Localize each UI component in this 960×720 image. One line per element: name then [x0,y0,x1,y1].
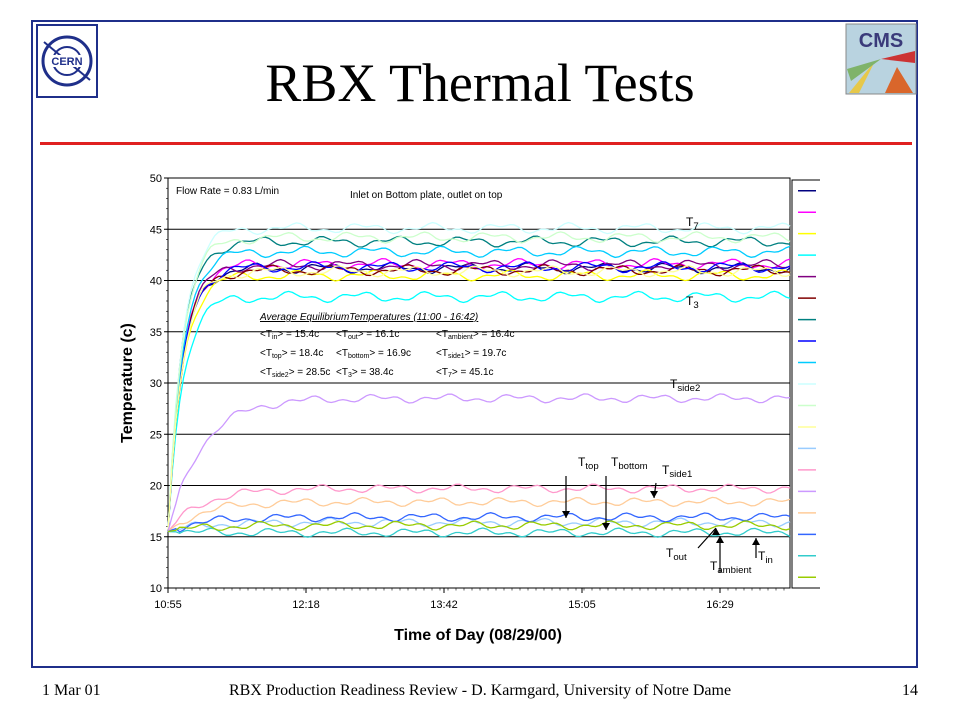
arrow-ambient-head [716,536,724,543]
series-line-Top [167,496,791,533]
series-line-T_3 [167,290,791,532]
arrow-bottom-head [602,523,610,530]
series-line-T_in [167,527,791,538]
arrow-side1-head [650,491,658,498]
annotation-flow-rate: Flow Rate = 0.83 L/min [176,186,279,197]
xtick-label-3: 15:05 [568,599,596,611]
line-label-side1: Tside1 [662,463,692,480]
annotation-avg-title: Average EquilibriumTemperatures (11:00 -… [259,312,478,323]
arrow-out-head [712,528,720,535]
xtick-label-4: 16:29 [706,599,734,611]
series-line-T_11 [167,258,791,532]
cern-logo-text: CERN [51,56,82,68]
ytick-label-35: 35 [150,327,162,339]
footer-date: 1 Mar 01 [42,682,101,699]
avg-table-cell-1-1: <Tbottom> = 16.9c [336,348,411,360]
series-line-T_5 [167,235,791,532]
arrow-in-head [752,538,760,545]
title-divider [40,142,912,145]
avg-table-cell-0-1: <Tout> = 16.1c [336,329,399,341]
avg-table-cell-0-0: <Tin> = 15.4c [260,329,319,341]
slide-title: RBX Thermal Tests [265,53,695,113]
line-label-bottom: Tbottom [611,455,648,472]
xtick-label-2: 13:42 [430,599,458,611]
ytick-label-40: 40 [150,276,162,288]
cms-logo: CMS [845,23,917,95]
x-axis-title: Time of Day (08/29/00) [394,627,562,644]
y-axis-title: Temperature (c) [119,323,136,443]
avg-table-cell-2-1: <T3> = 38.4c [336,367,394,379]
slide-frame [31,20,918,668]
avg-table-cell-1-2: <Tside1> = 19.7c [436,348,506,360]
avg-table-cell-2-2: <T7> = 45.1c [436,367,494,379]
avg-table-cell-2-0: <Tside2> = 28.5c [260,367,330,379]
line-label-7: T7 [686,215,699,232]
avg-table-cell-1-0: <Ttop> = 18.4c [260,348,323,360]
line-label-out: Tout [666,546,687,563]
ytick-label-10: 10 [150,583,162,595]
series-line-T_4 [167,231,791,532]
line-label-3: T3 [686,294,699,311]
series-line-T_1 [167,265,791,532]
line-label-top: Ttop [578,455,599,472]
series-line-T_7 [167,221,791,532]
series-line-S_1 [167,483,791,533]
series-line-T_6 [167,269,791,532]
arrow-top-head [562,511,570,518]
cern-logo: CERN [36,24,98,98]
series-line-Amb [167,517,791,533]
series-line-T_out [167,520,791,533]
series-line-S_2 [167,393,791,532]
line-label-in: Tin [758,549,773,566]
ytick-label-20: 20 [150,481,162,493]
line-label-side2: Tside2 [670,377,700,394]
ytick-label-15: 15 [150,532,162,544]
ytick-label-25: 25 [150,429,162,441]
avg-table-cell-0-2: <Tambient> = 16.4c [436,329,515,341]
footer-title: RBX Production Readiness Review - D. Kar… [228,682,732,699]
xtick-label-1: 12:18 [292,599,320,611]
line-label-ambient: Tambient [710,559,752,576]
annotation-inlet-note: Inlet on Bottom plate, outlet on top [350,190,503,201]
ytick-label-30: 30 [150,378,162,390]
footer-page-number: 14 [902,682,918,699]
series-line-T_2 [167,261,791,532]
ytick-label-45: 45 [150,224,162,236]
cms-logo-text: CMS [859,30,903,52]
temperature-chart: 10 15 20 25 30 35 40 45 50 10:55 12:18 13:42 15:05 16… [119,173,820,644]
arrow-out [697,527,717,549]
series-line-T_10 [167,245,791,532]
series-line-Bot [167,512,791,533]
xtick-label-0: 10:55 [154,599,182,611]
ytick-label-50: 50 [150,173,162,185]
